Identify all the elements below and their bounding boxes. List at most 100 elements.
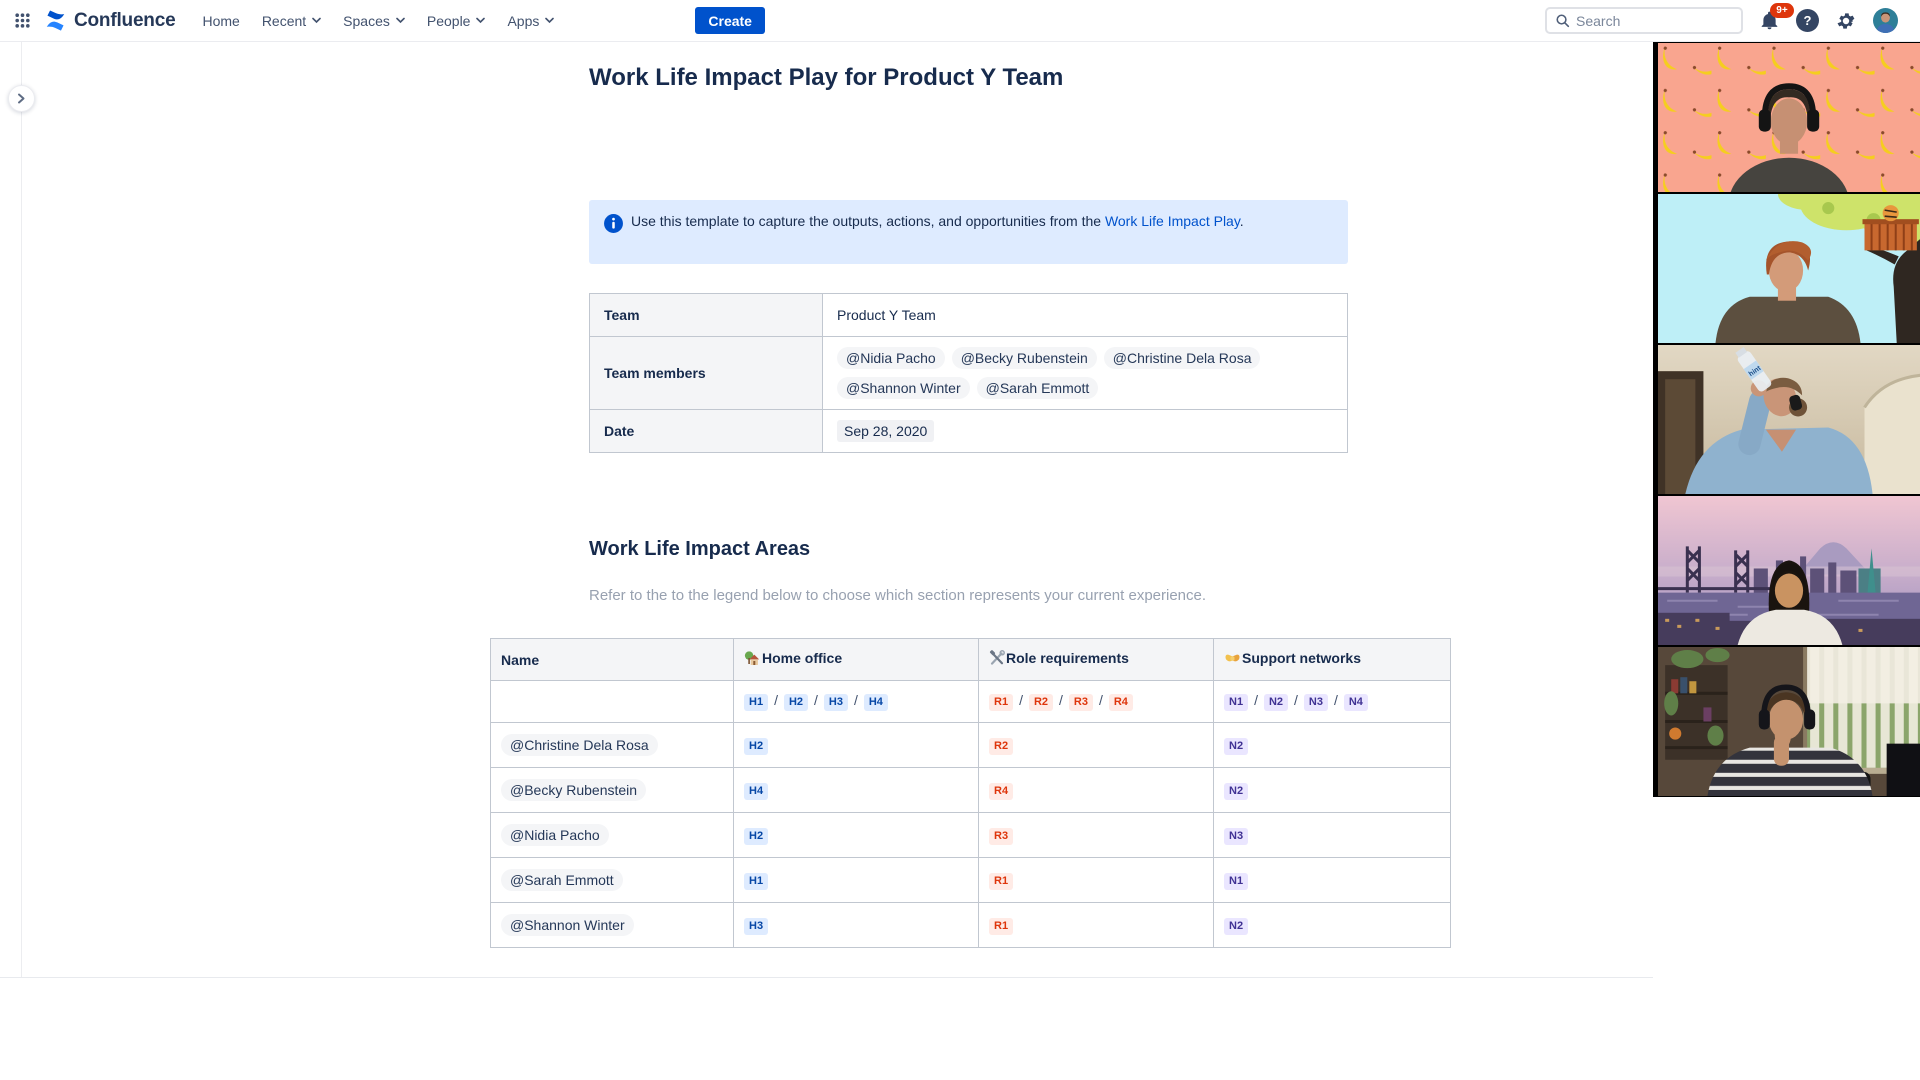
cell-network: N1 [1213, 857, 1451, 903]
legend-cell-network: N1 / N2 / N3 / N4 [1213, 680, 1451, 723]
app-switcher-button[interactable] [14, 12, 31, 29]
team-members-mentions: @Nidia Pacho @Becky Rubenstein @Christine … [837, 347, 1333, 399]
legend-separator: / [1333, 692, 1338, 708]
video-tile-cartoon-treehouse[interactable] [1658, 194, 1920, 343]
section-subtext: Refer to the to the legend below to choo… [589, 587, 1207, 604]
column-header-name: Name [490, 638, 734, 681]
nav-item-spaces[interactable]: Spaces [332, 0, 416, 42]
tools-icon [989, 650, 1005, 665]
nav-item-people[interactable]: People [416, 0, 497, 42]
chevron-down-icon [476, 17, 486, 24]
info-text: Use this template to capture the outputs… [631, 213, 1105, 229]
status-lozenge-r4: R4 [1108, 694, 1133, 711]
impact-table-row: @Becky Rubenstein H4 R4 N2 [490, 767, 1451, 813]
team-table-row-value: @Nidia Pacho @Becky Rubenstein @Christine … [822, 336, 1348, 410]
confluence-logo[interactable]: Confluence [44, 9, 176, 32]
user-mention[interactable]: @Nidia Pacho [837, 347, 945, 369]
cell-network: N2 [1213, 722, 1451, 768]
status-lozenge-h1: H1 [744, 872, 769, 890]
status-lozenge-n2: N2 [1224, 737, 1249, 755]
participant-video-skyline [1658, 496, 1920, 645]
video-tile-banana-background[interactable] [1658, 43, 1920, 192]
date-lozenge: Sep 28, 2020 [837, 420, 935, 442]
info-panel: Use this template to capture the outputs… [589, 200, 1348, 264]
column-header-label: Role requirements [1006, 650, 1129, 666]
team-table-row-label: Date [589, 409, 823, 453]
impact-table-row: @Nidia Pacho H2 R3 N3 [490, 812, 1451, 858]
user-mention[interactable]: @Becky Rubenstein [951, 347, 1097, 369]
legend-separator: / [1254, 692, 1258, 708]
house-icon [744, 651, 760, 665]
nav-item-label: Apps [507, 12, 540, 29]
cell-name: @Becky Rubenstein [490, 767, 734, 813]
status-lozenge-n3: N3 [1303, 694, 1328, 711]
nav-item-label: Spaces [343, 12, 390, 29]
team-table-row-value: Product Y Team [822, 293, 1348, 337]
legend-cell-home: H1 / H2 / H3 / H4 [733, 680, 979, 723]
video-tile-home-office[interactable] [1658, 647, 1920, 796]
video-tile-city-skyline[interactable] [1658, 496, 1920, 645]
status-lozenge-n2: N2 [1224, 782, 1249, 800]
status-lozenge-h2: H2 [783, 694, 809, 711]
legend-separator: / [814, 692, 818, 708]
status-lozenge-n1: N1 [1224, 694, 1249, 711]
video-tile-drinking-water[interactable]: hint [1658, 345, 1920, 494]
create-button[interactable]: Create [695, 7, 765, 34]
page-title: Work Life Impact Play for Product Y Team [589, 64, 1064, 91]
column-header-label: Support networks [1242, 650, 1362, 666]
impact-table-row: @Christine Dela Rosa H2 R2 N2 [490, 722, 1451, 768]
nav-item-apps[interactable]: Apps [496, 0, 565, 42]
brand-name: Confluence [74, 9, 176, 31]
search-input[interactable] [1576, 12, 1726, 29]
section-heading: Work Life Impact Areas [589, 538, 811, 560]
participant-video-drinking: hint [1658, 345, 1920, 494]
top-nav: Confluence Home Recent Spaces People Apps Cr… [0, 0, 1920, 42]
nav-item-label: Home [202, 12, 240, 29]
work-life-impact-play-link[interactable]: Work Life Impact Play [1104, 213, 1240, 229]
settings-button[interactable] [1835, 10, 1857, 32]
expand-sidebar-button[interactable] [8, 85, 35, 112]
column-header-home-office: Home office [733, 638, 979, 681]
status-lozenge-r4: R4 [989, 782, 1014, 800]
status-lozenge-r1: R1 [989, 917, 1014, 935]
app-grid-icon [15, 13, 30, 28]
notification-badge: 9+ [1770, 3, 1794, 18]
chevron-right-icon [18, 93, 25, 104]
impact-table-row: @Shannon Winter H3 R1 N2 [490, 902, 1451, 948]
nav-item-recent[interactable]: Recent [251, 0, 332, 42]
help-button[interactable]: ? [1796, 9, 1819, 32]
user-avatar[interactable] [1873, 8, 1898, 33]
cell-role: R1 [978, 902, 1214, 948]
participant-video-home-office [1658, 647, 1920, 796]
status-lozenge-h4: H4 [863, 694, 888, 711]
notifications-button[interactable]: 9+ [1759, 3, 1794, 31]
user-mention[interactable]: @Shannon Winter [837, 377, 970, 399]
team-table-row-label: Team [589, 293, 823, 337]
user-mention[interactable]: @Sarah Emmott [976, 377, 1099, 399]
user-mention[interactable]: @Sarah Emmott [501, 869, 623, 891]
user-mention[interactable]: @Nidia Pacho [501, 824, 609, 846]
team-table-row: Date Sep 28, 2020 [589, 409, 1348, 453]
cell-home: H1 [733, 857, 979, 903]
user-mention[interactable]: @Christine Dela Rosa [1103, 347, 1261, 369]
cell-role: R2 [978, 722, 1214, 768]
team-table-row-value: Sep 28, 2020 [822, 409, 1348, 453]
participant-video-banana [1658, 43, 1920, 192]
status-lozenge-n3: N3 [1224, 827, 1249, 845]
impact-header-row: Name Home office Role requirements Support … [490, 638, 1451, 681]
avatar-photo [1873, 8, 1898, 33]
cell-home: H2 [733, 722, 979, 768]
status-lozenge-r2: R2 [1028, 694, 1054, 711]
impact-areas-table: Name Home office Role requirements Support … [490, 638, 1451, 948]
status-lozenge-h4: H4 [744, 782, 769, 800]
status-lozenge-h2: H2 [744, 737, 769, 755]
user-mention[interactable]: @Becky Rubenstein [501, 779, 647, 801]
nav-item-home[interactable]: Home [191, 0, 250, 42]
cell-network: N3 [1213, 812, 1451, 858]
search-icon [1556, 14, 1570, 28]
cell-home: H2 [733, 812, 979, 858]
user-mention[interactable]: @Christine Dela Rosa [501, 734, 658, 756]
status-lozenge-r1: R1 [989, 872, 1014, 890]
cell-role: R4 [978, 767, 1214, 813]
user-mention[interactable]: @Shannon Winter [501, 914, 634, 936]
